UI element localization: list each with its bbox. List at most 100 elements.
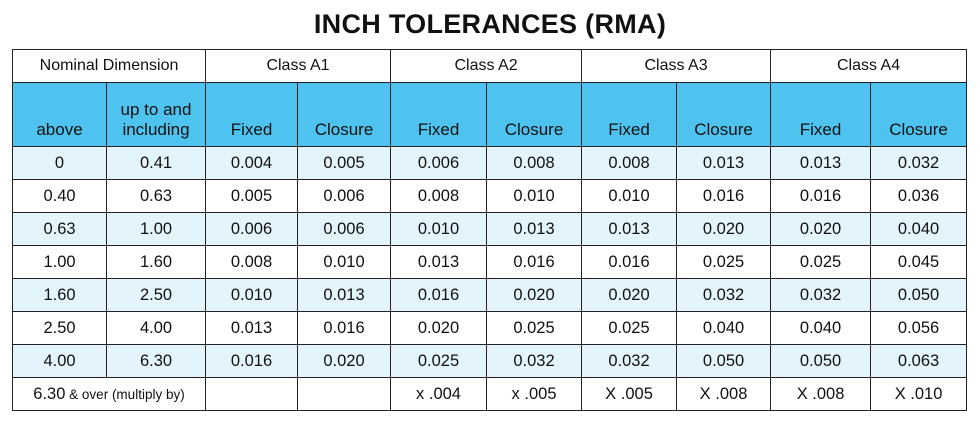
table-cell: x .005	[486, 377, 583, 411]
table-cell: 0.025	[770, 245, 872, 279]
table-cell: 0.006	[390, 146, 488, 180]
class-a4-header: Class A4	[770, 49, 968, 83]
table-cell: 0.013	[390, 245, 488, 279]
table-cell	[296, 377, 392, 411]
table-cell: 0.006	[205, 212, 298, 246]
table-cell: 0.050	[676, 344, 772, 378]
table-row: 2.50 4.00 0.013 0.016 0.020 0.025 0.025 0.040 0.…	[12, 311, 968, 345]
page-title: INCH TOLERANCES (RMA)	[313, 9, 667, 39]
table-row: 0 0.41 0.004 0.005 0.006 0.008 0.008 0.013 0.013…	[12, 146, 968, 180]
closure-header: Closure	[870, 82, 968, 147]
class-a2-header: Class A2	[390, 49, 583, 83]
closure-header: Closure	[296, 82, 392, 147]
table-cell: 2.50	[106, 278, 206, 312]
table-cell: 0.006	[296, 179, 392, 213]
table-cell: 0.032	[676, 278, 772, 312]
table-cell: 0.016	[486, 245, 583, 279]
table-cell: 0.040	[676, 311, 772, 345]
table-cell: 0.045	[870, 245, 968, 279]
table-cell: 0.013	[205, 311, 298, 345]
table-cell: 0.013	[296, 278, 392, 312]
table-cell: 0.016	[296, 311, 392, 345]
table-cell: 0.010	[205, 278, 298, 312]
table-cell: 0.005	[205, 179, 298, 213]
up-to-header: up to and including	[106, 82, 206, 147]
group-header-row: Nominal Dimension Class A1 Class A2 Clas…	[12, 49, 968, 83]
fixed-header: Fixed	[581, 82, 678, 147]
table-row: 1.60 2.50 0.010 0.013 0.016 0.020 0.020 0.032 0.…	[12, 278, 968, 312]
table-cell: 4.00	[106, 311, 206, 345]
table-cell: 0.41	[106, 146, 206, 180]
table-cell: 0.032	[581, 344, 678, 378]
table-cell: 0.020	[296, 344, 392, 378]
closure-header: Closure	[676, 82, 772, 147]
sub-header-row: above up to and including Fixed Closure …	[12, 82, 968, 147]
above-header: above	[12, 82, 107, 147]
table-cell: 0	[12, 146, 107, 180]
table-cell: 0.013	[770, 146, 872, 180]
table-cell: 0.010	[390, 212, 488, 246]
table-cell: 2.50	[12, 311, 107, 345]
table-cell: 0.016	[390, 278, 488, 312]
table-cell: 0.020	[581, 278, 678, 312]
fixed-header: Fixed	[390, 82, 488, 147]
footer-label: 6.30 & over (multiply by)	[12, 377, 206, 411]
footer-label-note: & over (multiply by)	[65, 386, 185, 402]
table-row: 4.00 6.30 0.016 0.020 0.025 0.032 0.032 0.050 0.…	[12, 344, 968, 378]
table-cell: 1.60	[106, 245, 206, 279]
table-cell: 4.00	[12, 344, 107, 378]
table-cell: 0.016	[581, 245, 678, 279]
table-cell: 0.020	[676, 212, 772, 246]
table-cell: 0.013	[581, 212, 678, 246]
fixed-header: Fixed	[205, 82, 298, 147]
table-row: 1.00 1.60 0.008 0.010 0.013 0.016 0.016 0.025 0.…	[12, 245, 968, 279]
footer-row: 6.30 & over (multiply by) x .004 x .005 …	[12, 377, 968, 411]
table-cell: 0.036	[870, 179, 968, 213]
table-cell: 1.60	[12, 278, 107, 312]
table-cell: 0.010	[581, 179, 678, 213]
table-cell: 0.010	[486, 179, 583, 213]
table-cell: 0.008	[486, 146, 583, 180]
table-cell: 0.020	[770, 212, 872, 246]
table-cell: 0.040	[770, 311, 872, 345]
table-cell: X .010	[870, 377, 968, 411]
table-cell: 0.025	[676, 245, 772, 279]
table-cell: 0.008	[205, 245, 298, 279]
table-cell: 0.016	[676, 179, 772, 213]
table-cell: 0.032	[770, 278, 872, 312]
closure-header: Closure	[486, 82, 583, 147]
table-cell: 0.010	[296, 245, 392, 279]
table-cell: 0.016	[770, 179, 872, 213]
table-cell: 0.016	[205, 344, 298, 378]
table-cell: 0.63	[12, 212, 107, 246]
table-cell: 0.020	[390, 311, 488, 345]
table-cell: 0.032	[870, 146, 968, 180]
class-a3-header: Class A3	[581, 49, 772, 83]
table-row: 0.40 0.63 0.005 0.006 0.008 0.010 0.010 0.016 0.…	[12, 179, 968, 213]
table-cell: 0.005	[296, 146, 392, 180]
table-cell: 0.040	[870, 212, 968, 246]
table-cell	[205, 377, 298, 411]
table-cell: 0.056	[870, 311, 968, 345]
table-cell: 0.013	[676, 146, 772, 180]
table-cell: 0.006	[296, 212, 392, 246]
table-cell: 0.008	[390, 179, 488, 213]
table-cell: 0.004	[205, 146, 298, 180]
table-cell: 0.020	[486, 278, 583, 312]
tolerance-table: Nominal Dimension Class A1 Class A2 Clas…	[12, 49, 968, 411]
table-cell: 0.025	[390, 344, 488, 378]
table-cell: 1.00	[12, 245, 107, 279]
table-cell: 0.63	[106, 179, 206, 213]
table-cell: X .008	[676, 377, 772, 411]
nominal-dimension-header: Nominal Dimension	[12, 49, 206, 83]
table-cell: 6.30	[106, 344, 206, 378]
table-row: 0.63 1.00 0.006 0.006 0.010 0.013 0.013 0.020 0.…	[12, 212, 968, 246]
fixed-header: Fixed	[770, 82, 872, 147]
table-cell: 1.00	[106, 212, 206, 246]
table-cell: 0.063	[870, 344, 968, 378]
table-cell: 0.032	[486, 344, 583, 378]
table-cell: 0.050	[770, 344, 872, 378]
class-a1-header: Class A1	[204, 49, 392, 83]
table-cell: x .004	[390, 377, 488, 411]
table-cell: X .005	[581, 377, 678, 411]
